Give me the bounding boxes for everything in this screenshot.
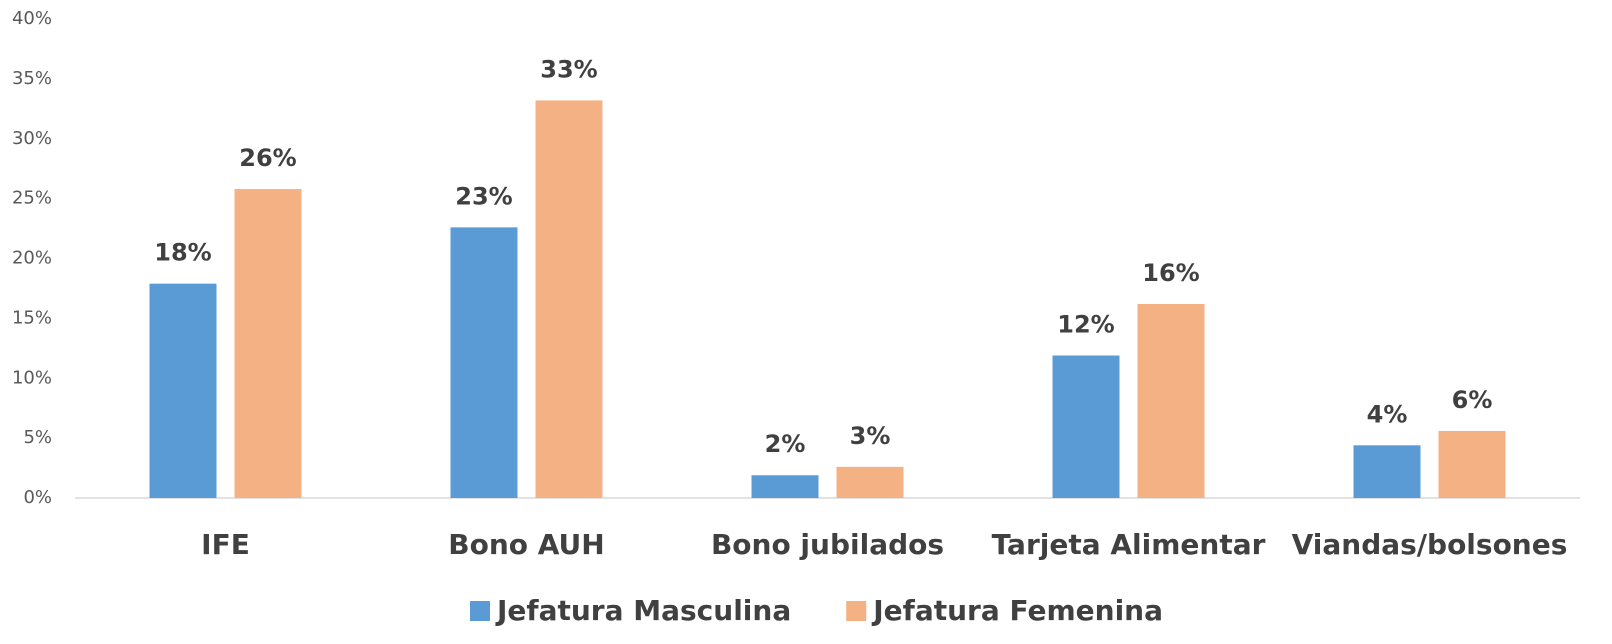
y-tick-label: 30% — [12, 128, 52, 149]
legend-swatch — [470, 601, 490, 621]
value-label: 2% — [765, 430, 806, 458]
bar — [149, 283, 217, 498]
value-label: 6% — [1452, 386, 1493, 414]
x-tick-label: Tarjeta Alimentar — [992, 528, 1266, 561]
value-label: 3% — [850, 422, 891, 450]
bar — [1353, 445, 1421, 498]
value-label: 33% — [540, 55, 597, 83]
bar — [836, 466, 904, 498]
legend-swatch — [846, 601, 867, 621]
legend-label: Jefatura Femenina — [871, 594, 1163, 627]
value-label: 26% — [239, 144, 296, 172]
y-tick-label: 20% — [12, 248, 52, 269]
bar — [1438, 430, 1506, 498]
y-tick-label: 25% — [12, 188, 52, 209]
value-label: 18% — [154, 239, 211, 267]
bar — [1052, 355, 1120, 498]
value-label: 16% — [1142, 259, 1199, 287]
x-tick-label: IFE — [201, 528, 250, 561]
bar — [234, 189, 302, 499]
bar — [535, 100, 603, 499]
y-tick-label: 5% — [23, 427, 52, 448]
bar — [751, 475, 819, 498]
y-tick-label: 10% — [12, 367, 52, 388]
bar — [450, 227, 518, 499]
y-tick-label: 0% — [23, 487, 52, 508]
y-tick-label: 35% — [12, 68, 52, 89]
y-tick-label: 15% — [12, 307, 52, 328]
bar — [1137, 304, 1205, 498]
y-tick-label: 40% — [12, 8, 52, 29]
x-tick-label: Viandas/bolsones — [1292, 528, 1568, 561]
value-label: 12% — [1057, 310, 1114, 338]
value-label: 23% — [455, 182, 512, 210]
value-label: 4% — [1367, 400, 1408, 428]
x-tick-label: Bono jubilados — [711, 528, 944, 561]
legend-label: Jefatura Masculina — [495, 594, 791, 627]
x-tick-label: Bono AUH — [448, 528, 604, 561]
